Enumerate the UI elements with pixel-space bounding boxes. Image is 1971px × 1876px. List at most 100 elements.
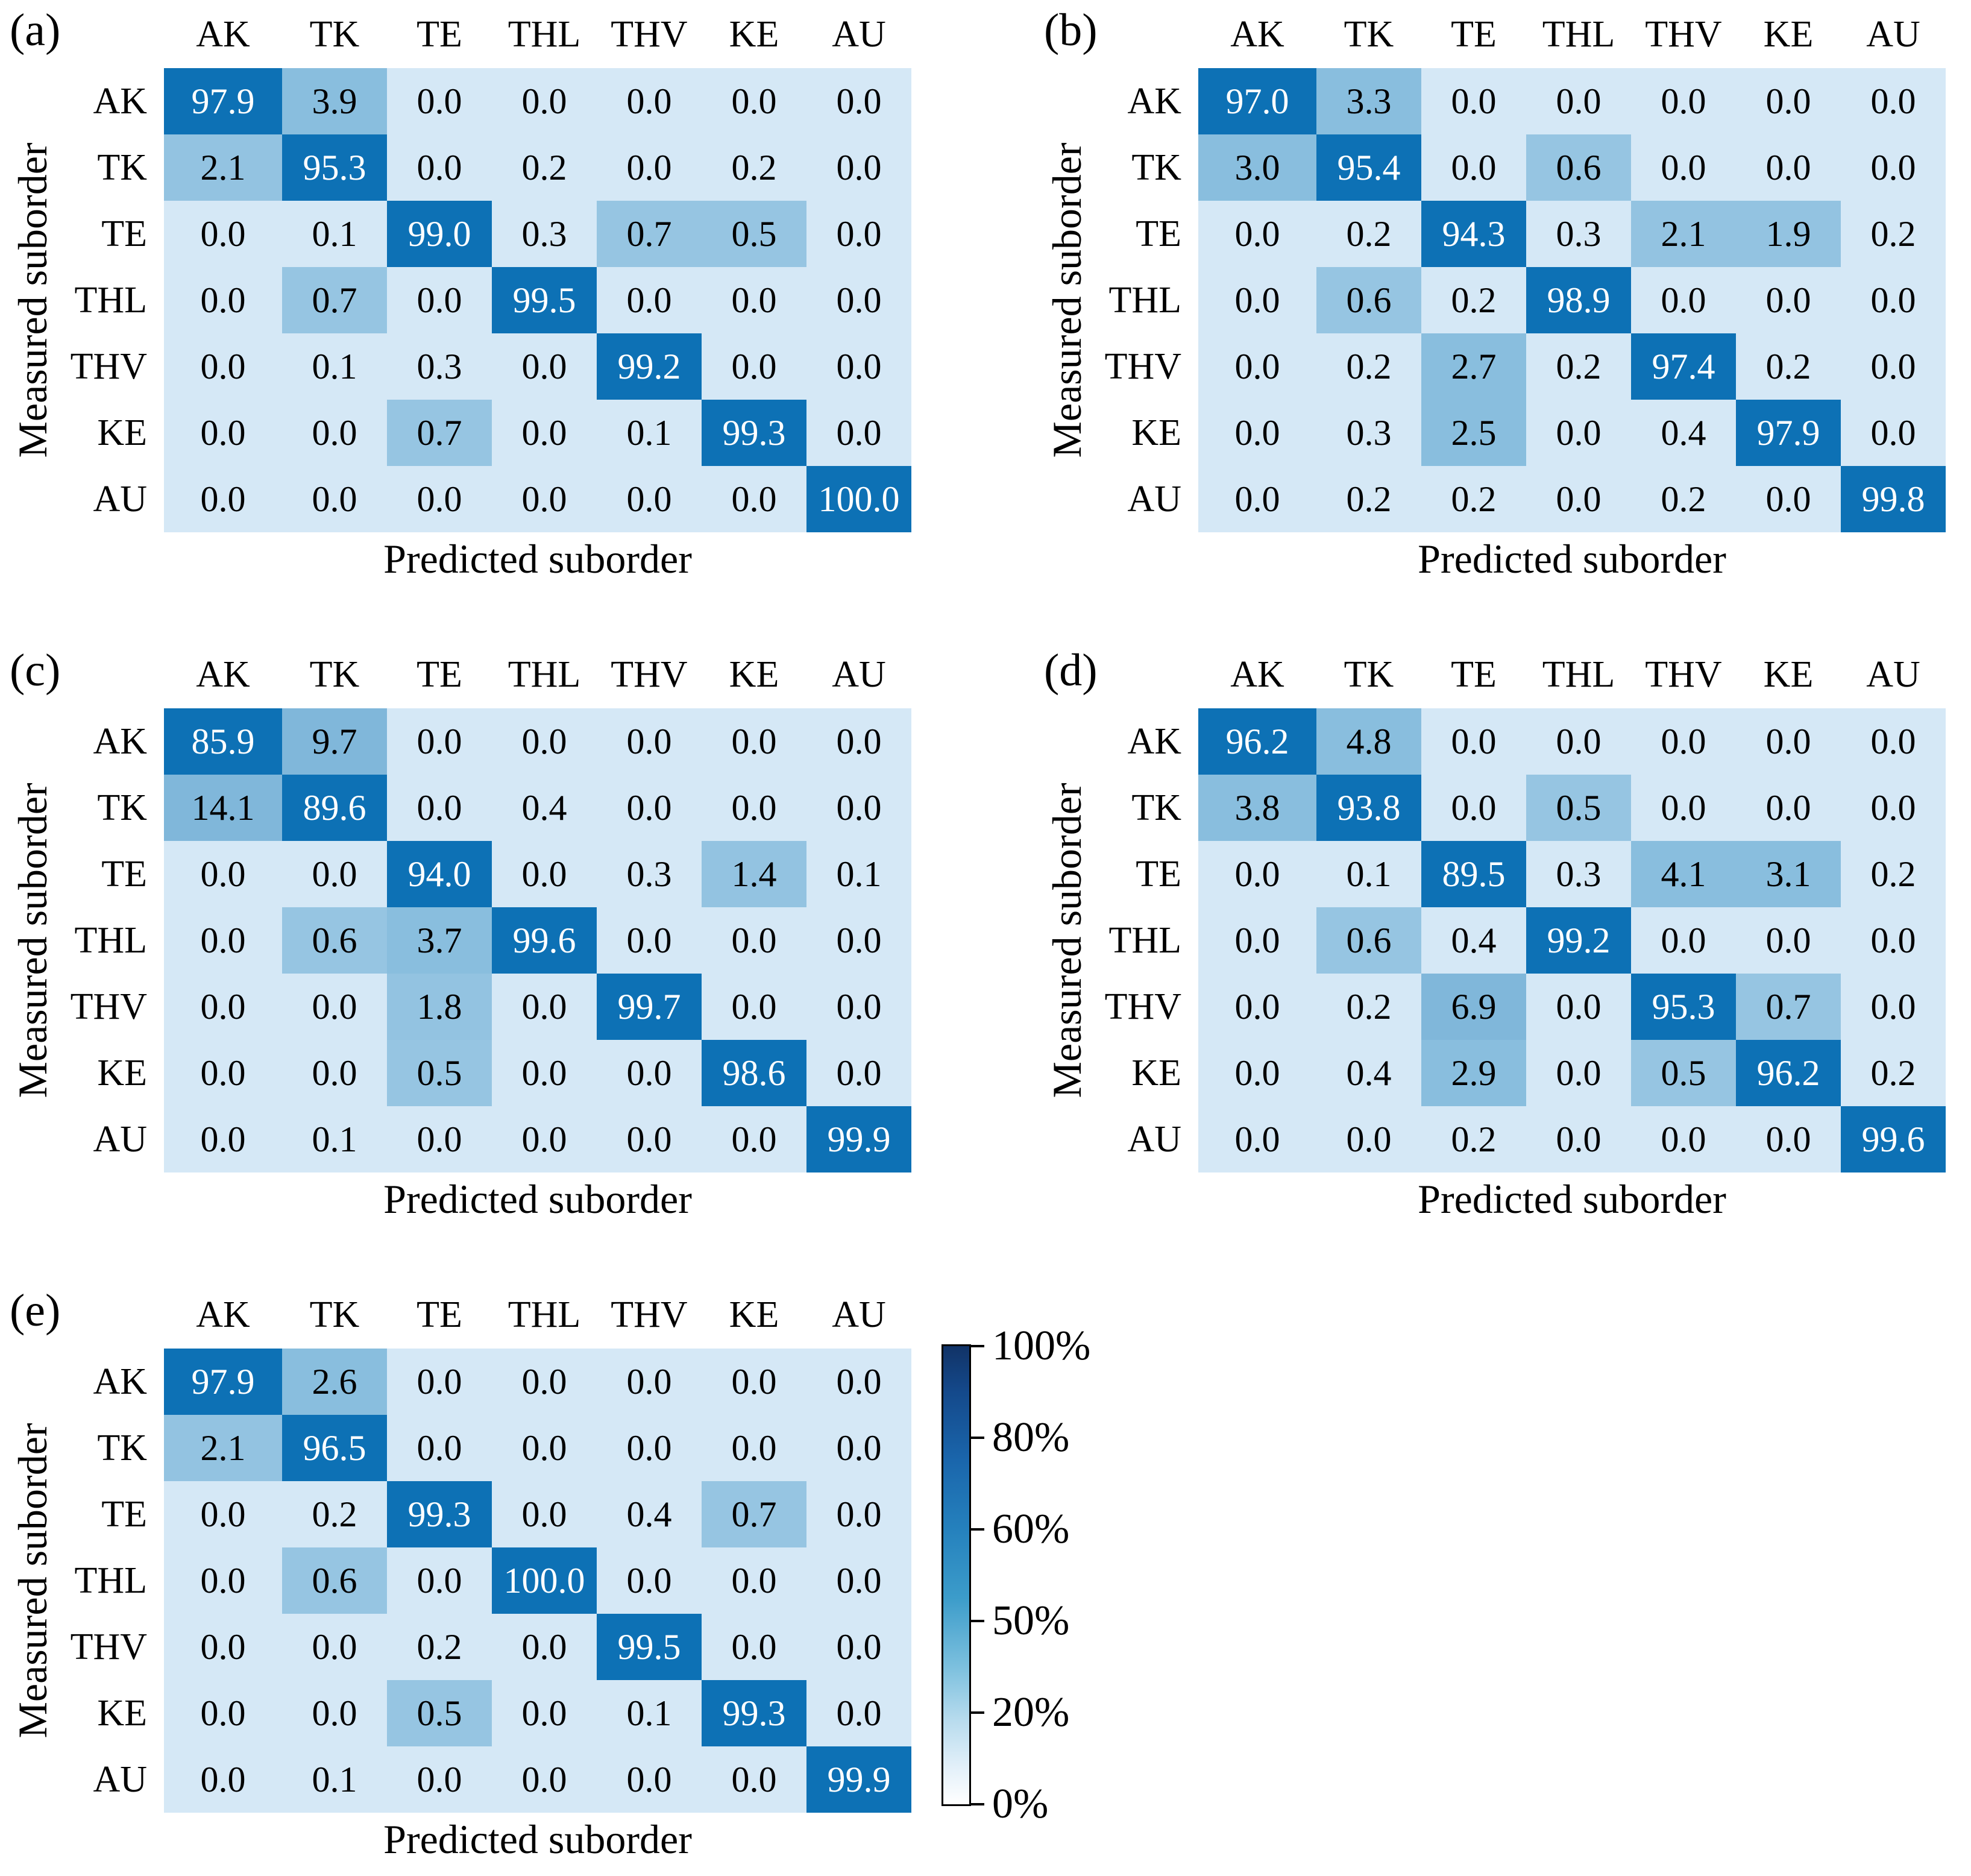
cell-b-THL-THV: 0.0: [1631, 267, 1736, 333]
col-header-AK: AK: [196, 1294, 250, 1335]
cell-a-AU-THL: 0.0: [492, 466, 597, 532]
cell-c-AK-TK: 9.7: [282, 708, 387, 775]
cell-a-KE-TK: 0.0: [282, 400, 387, 466]
col-header-AU: AU: [1866, 14, 1920, 55]
cell-d-AK-THL: 0.0: [1526, 708, 1631, 775]
cell-c-AK-AU: 0.0: [806, 708, 911, 775]
col-header-KE: KE: [1763, 14, 1814, 55]
row-header-AU: AU: [93, 479, 147, 520]
cell-e-THL-TE: 0.0: [387, 1547, 492, 1614]
cell-a-TE-THV: 0.7: [597, 201, 702, 267]
row-header-TK: TK: [1131, 787, 1181, 828]
colorbar-tick: [971, 1345, 984, 1347]
col-header-AU: AU: [832, 1294, 886, 1335]
cell-c-AU-TE: 0.0: [387, 1106, 492, 1172]
col-header-THL: THL: [1542, 14, 1615, 55]
cell-a-KE-TE: 0.7: [387, 400, 492, 466]
cell-a-THL-KE: 0.0: [702, 267, 806, 333]
heatmap-grid-a: 97.9 3.9 0.0 0.0 0.0 0.0 0.0 2.1 95.3 0.0 0.2 0.0 0.…: [164, 68, 911, 532]
col-header-TE: TE: [1451, 654, 1497, 695]
cell-c-KE-THV: 0.0: [597, 1040, 702, 1106]
col-header-TE: TE: [417, 654, 462, 695]
colorbar-gradient: [941, 1344, 971, 1806]
heatmap-grid-d: 96.2 4.8 0.0 0.0 0.0 0.0 0.0 3.8 93.8 0.0 0.5 0.0 0.…: [1198, 708, 1946, 1172]
cell-e-KE-AU: 0.0: [806, 1680, 911, 1746]
cell-d-THL-THV: 0.0: [1631, 907, 1736, 974]
cell-d-AU-THL: 0.0: [1526, 1106, 1631, 1172]
cell-b-KE-KE: 97.9: [1736, 400, 1841, 466]
cell-b-AK-AK: 97.0: [1198, 68, 1316, 134]
cell-b-AK-THL: 0.0: [1526, 68, 1631, 134]
cell-e-THL-AU: 0.0: [806, 1547, 911, 1614]
cell-d-THV-TK: 0.2: [1316, 974, 1421, 1040]
cell-c-AU-AU: 99.9: [806, 1106, 911, 1172]
cell-d-TE-THL: 0.3: [1526, 841, 1631, 907]
cell-d-KE-TE: 2.9: [1421, 1040, 1526, 1106]
cell-b-TK-AK: 3.0: [1198, 134, 1316, 201]
cell-a-KE-THL: 0.0: [492, 400, 597, 466]
cell-a-KE-KE: 99.3: [702, 400, 806, 466]
cell-d-TK-AK: 3.8: [1198, 775, 1316, 841]
row-header-THV: THV: [70, 986, 147, 1027]
x-axis-category-labels: AK TK TE THL THV KE AU: [1198, 640, 1946, 693]
cell-b-TK-TK: 95.4: [1316, 134, 1421, 201]
cell-c-KE-AU: 0.0: [806, 1040, 911, 1106]
cell-e-THV-AU: 0.0: [806, 1614, 911, 1680]
cell-e-THL-THL: 100.0: [492, 1547, 597, 1614]
cell-b-AK-AU: 0.0: [1841, 68, 1946, 134]
cell-b-KE-THL: 0.0: [1526, 400, 1631, 466]
cell-d-THL-THL: 99.2: [1526, 907, 1631, 974]
confusion-matrix-panel-e: (e) AK TK TE THL THV KE AU AK TK TE THL THV KE AU 97.9 2…: [0, 1280, 989, 1876]
cell-a-TE-THL: 0.3: [492, 201, 597, 267]
cell-a-THL-TK: 0.7: [282, 267, 387, 333]
cell-c-THV-THL: 0.0: [492, 974, 597, 1040]
cell-a-TE-AU: 0.0: [806, 201, 911, 267]
cell-a-AU-TE: 0.0: [387, 466, 492, 532]
panel-letter-d: (d): [1044, 645, 1098, 696]
cell-c-AK-TE: 0.0: [387, 708, 492, 775]
heatmap-grid-b: 97.0 3.3 0.0 0.0 0.0 0.0 0.0 3.0 95.4 0.0 0.6 0.0 0.…: [1198, 68, 1946, 532]
cell-c-AK-THV: 0.0: [597, 708, 702, 775]
cell-d-AU-AU: 99.6: [1841, 1106, 1946, 1172]
cell-a-AU-AU: 100.0: [806, 466, 911, 532]
cell-b-THV-THV: 97.4: [1631, 333, 1736, 400]
cell-a-THV-KE: 0.0: [702, 333, 806, 400]
cell-d-TK-KE: 0.0: [1736, 775, 1841, 841]
cell-b-THL-AK: 0.0: [1198, 267, 1316, 333]
cell-a-TE-KE: 0.5: [702, 201, 806, 267]
cell-b-KE-THV: 0.4: [1631, 400, 1736, 466]
row-header-TE: TE: [1136, 213, 1181, 254]
cell-e-THL-THV: 0.0: [597, 1547, 702, 1614]
cell-c-KE-THL: 0.0: [492, 1040, 597, 1106]
cell-e-TE-KE: 0.7: [702, 1481, 806, 1547]
cell-a-AK-KE: 0.0: [702, 68, 806, 134]
colorbar-tick: [971, 1437, 984, 1439]
cell-a-THL-THL: 99.5: [492, 267, 597, 333]
colorbar-tick: [971, 1528, 984, 1531]
y-axis-title: Measured suborder: [10, 142, 55, 458]
cell-a-TK-THL: 0.2: [492, 134, 597, 201]
cell-e-THV-THV: 99.5: [597, 1614, 702, 1680]
cell-b-TE-TE: 94.3: [1421, 201, 1526, 267]
cell-d-KE-AK: 0.0: [1198, 1040, 1316, 1106]
cell-a-TE-TK: 0.1: [282, 201, 387, 267]
row-header-AK: AK: [93, 81, 147, 122]
cell-c-THV-AK: 0.0: [164, 974, 282, 1040]
cell-e-AK-AK: 97.9: [164, 1349, 282, 1415]
cell-b-AU-TK: 0.2: [1316, 466, 1421, 532]
cell-c-TK-AU: 0.0: [806, 775, 911, 841]
cell-e-AU-AK: 0.0: [164, 1746, 282, 1813]
cell-a-THL-THV: 0.0: [597, 267, 702, 333]
cell-b-AU-KE: 0.0: [1736, 466, 1841, 532]
y-axis-category-labels: AK TK TE THL THV KE AU: [0, 708, 156, 1172]
panel-letter-c: (c): [10, 645, 61, 696]
cell-a-AK-AK: 97.9: [164, 68, 282, 134]
row-header-THV: THV: [70, 346, 147, 387]
cell-a-THV-THV: 99.2: [597, 333, 702, 400]
cell-c-AK-THL: 0.0: [492, 708, 597, 775]
cell-b-TE-TK: 0.2: [1316, 201, 1421, 267]
colorbar-tick: [971, 1711, 984, 1714]
cell-a-THV-THL: 0.0: [492, 333, 597, 400]
cell-e-AK-THV: 0.0: [597, 1349, 702, 1415]
